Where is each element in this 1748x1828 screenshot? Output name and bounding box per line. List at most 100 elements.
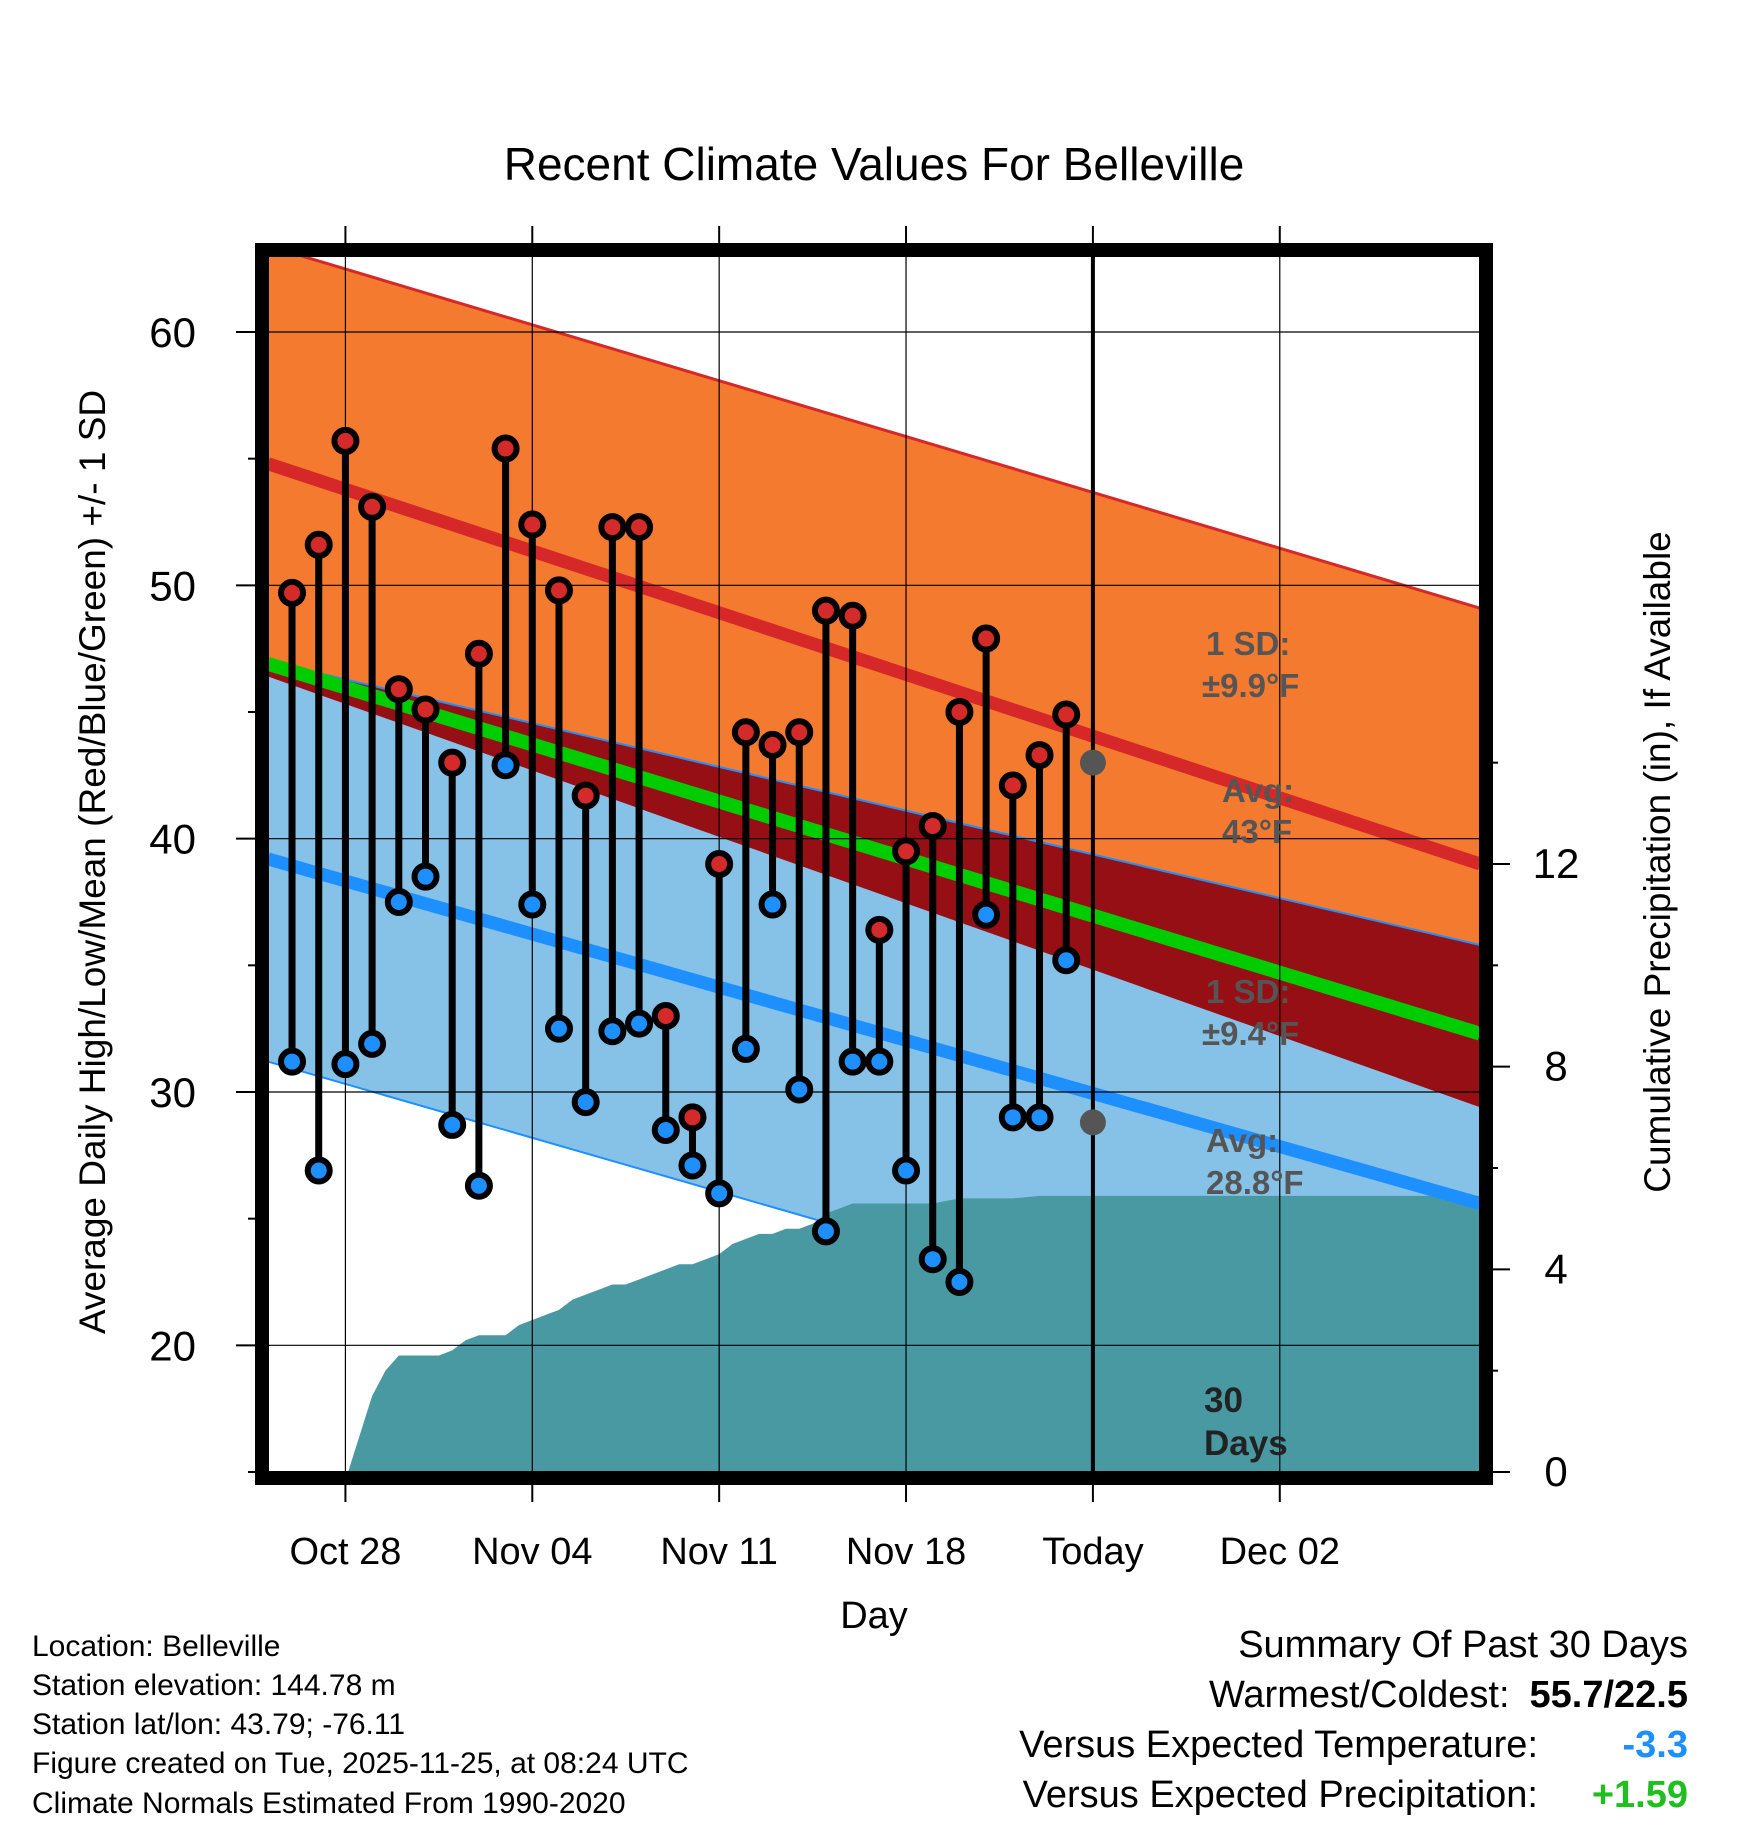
high-avg-dot: [1079, 749, 1106, 776]
precipitation-area: [316, 1195, 1480, 1472]
high-marker-11: [571, 781, 600, 810]
low-marker-0: [278, 1047, 307, 1076]
x-tick-label-5: Dec 02: [1220, 1531, 1340, 1573]
y-tick-label-left-1: 30: [149, 1069, 196, 1116]
y-tick-label-right-1: 4: [1544, 1245, 1567, 1292]
high-marker-28: [1025, 741, 1054, 770]
low-marker-4: [384, 888, 413, 916]
info-created: Figure created on Tue, 2025-11-25, at 08…: [32, 1747, 689, 1780]
warm-cold-value: 55.7/22.5: [1529, 1674, 1688, 1716]
x-tick-label-4: Today: [1042, 1531, 1143, 1573]
info-normals: Climate Normals Estimated From 1990-2020: [32, 1787, 626, 1820]
high-marker-0: [278, 578, 307, 607]
high-marker-5: [411, 695, 440, 724]
y-tick-label-left-2: 40: [149, 816, 196, 863]
low-marker-3: [358, 1029, 387, 1058]
chart-title: Recent Climate Values For Belleville: [504, 138, 1245, 190]
low-marker-21: [838, 1047, 867, 1076]
low-avg-dot: [1079, 1109, 1106, 1136]
low-avg-value: 28.8°F: [1206, 1164, 1304, 1201]
high-marker-1: [304, 530, 333, 559]
high-marker-20: [811, 596, 840, 625]
high-marker-3: [358, 492, 387, 521]
info-elevation: Station elevation: 144.78 m: [32, 1669, 396, 1702]
low-marker-27: [998, 1103, 1027, 1132]
low-upper-edge: [268, 660, 1480, 947]
low-marker-18: [758, 890, 787, 919]
high-marker-24: [918, 812, 947, 840]
x-tick-label-3: Nov 18: [846, 1531, 966, 1573]
low-marker-15: [678, 1151, 707, 1180]
y-tick-label-right-2: 8: [1544, 1043, 1567, 1090]
high-avg-value: 43°F: [1222, 813, 1292, 850]
high-marker-9: [518, 510, 547, 539]
low-sd-value: ±9.4°F: [1202, 1015, 1299, 1052]
low-marker-7: [464, 1171, 493, 1200]
high-marker-10: [544, 576, 573, 605]
high-marker-26: [972, 624, 1001, 653]
low-sd-label: 1 SD:: [1206, 973, 1290, 1010]
high-marker-17: [731, 718, 760, 747]
high-sd-value: ±9.9°F: [1202, 667, 1299, 704]
days-number: 30: [1204, 1381, 1243, 1420]
low-marker-20: [811, 1217, 840, 1246]
high-average-line: [268, 457, 1480, 871]
temp-value: -3.3: [1622, 1724, 1688, 1766]
y-axis-label-right: Cumulative Precipitation (in), If Availa…: [1637, 531, 1678, 1193]
low-marker-26: [972, 900, 1001, 929]
high-marker-16: [705, 850, 734, 878]
high-marker-23: [892, 837, 921, 866]
low-marker-1: [304, 1156, 333, 1185]
high-marker-14: [651, 1002, 680, 1030]
plot-area: 1 SD: ±9.9°F Avg: 43°F 1 SD: ±9.4°F Avg: 28.8°F…: [149, 226, 1579, 1573]
info-location: Location: Belleville: [32, 1630, 281, 1663]
low-marker-24: [918, 1245, 947, 1274]
y-tick-label-right-0: 0: [1544, 1448, 1567, 1495]
summary-warm-cold: Warmest/Coldest: 55.7/22.5: [1209, 1675, 1688, 1715]
low-marker-17: [731, 1034, 760, 1063]
precip-value: +1.59: [1591, 1774, 1688, 1816]
high-marker-29: [1052, 700, 1081, 729]
high-marker-22: [865, 915, 894, 944]
y-tick-label-left-3: 50: [149, 562, 196, 609]
high-marker-4: [384, 675, 413, 704]
high-marker-8: [491, 434, 520, 463]
y-axis-label-left: Average Daily High/Low/Mean (Red/Blue/Gr…: [72, 390, 113, 1334]
days-word: Days: [1204, 1424, 1288, 1463]
high-marker-15: [678, 1103, 707, 1132]
x-tick-label-0: Oct 28: [289, 1531, 401, 1573]
low-marker-5: [411, 862, 440, 891]
y-tick-label-left-4: 60: [149, 309, 196, 356]
low-marker-16: [705, 1179, 734, 1208]
low-marker-2: [331, 1050, 360, 1079]
summary-precipitation: Versus Expected Precipitation: +1.59: [1023, 1775, 1688, 1815]
low-marker-8: [491, 751, 520, 780]
high-marker-7: [464, 639, 493, 668]
high-avg-label: Avg:: [1222, 772, 1294, 809]
warm-cold-label: Warmest/Coldest:: [1208, 1674, 1510, 1716]
low-marker-29: [1052, 946, 1081, 975]
high-marker-25: [945, 698, 974, 726]
low-marker-12: [598, 1017, 627, 1046]
high-sd-label: 1 SD:: [1206, 625, 1290, 662]
high-marker-19: [785, 718, 814, 747]
low-marker-6: [438, 1110, 467, 1139]
high-upper-edge: [296, 256, 1480, 610]
info-latlon: Station lat/lon: 43.79; -76.11: [32, 1708, 406, 1741]
y-tick-label-right-3: 12: [1533, 840, 1580, 887]
low-marker-13: [625, 1009, 654, 1038]
y-tick-label-left-0: 20: [149, 1322, 196, 1369]
high-marker-21: [838, 601, 867, 630]
high-marker-6: [438, 748, 467, 777]
temp-label: Versus Expected Temperature:: [1019, 1724, 1538, 1766]
low-marker-10: [544, 1014, 573, 1043]
low-avg-label: Avg:: [1206, 1122, 1278, 1159]
high-marker-12: [598, 513, 627, 542]
plot-clipped-group: 1 SD: ±9.9°F Avg: 43°F 1 SD: ±9.4°F Avg: 28.8°F…: [268, 256, 1480, 1472]
low-marker-22: [865, 1047, 894, 1076]
high-marker-18: [758, 730, 787, 759]
low-marker-28: [1025, 1103, 1054, 1132]
precip-label: Versus Expected Precipitation:: [1022, 1774, 1538, 1816]
summary-title: Summary Of Past 30 Days: [1238, 1624, 1688, 1666]
